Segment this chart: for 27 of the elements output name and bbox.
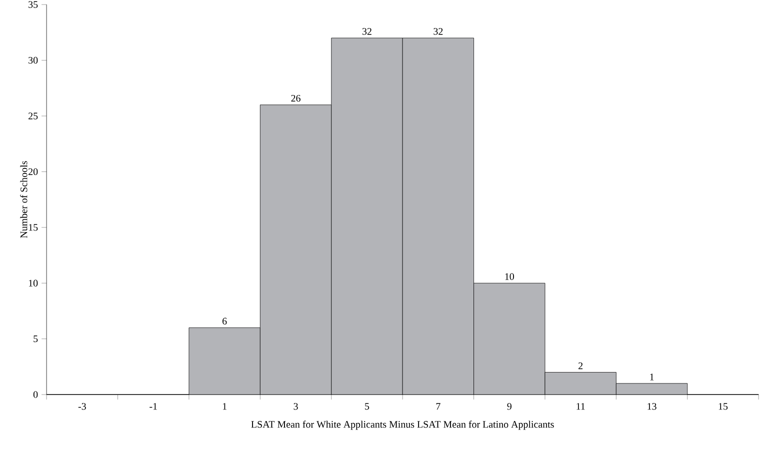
data-label: 6: [222, 318, 227, 324]
y-tick-label: 5: [34, 336, 38, 342]
x-tick-label: 5: [365, 403, 370, 410]
x-tick-label: 1: [222, 403, 226, 410]
y-tick-label: 20: [28, 168, 38, 176]
data-label: 2: [578, 362, 583, 370]
x-tick-label: -1: [150, 403, 157, 410]
y-tick-label: 0: [33, 391, 38, 398]
x-tick-label: 7: [436, 403, 440, 410]
y-tick-label: 25: [28, 112, 38, 120]
data-label: 32: [434, 28, 443, 35]
data-label: 10: [505, 273, 514, 280]
x-tick-label: 9: [507, 403, 512, 410]
x-tick-label: 11: [576, 403, 585, 410]
data-label: 32: [362, 28, 372, 35]
data-label: 1: [650, 374, 654, 380]
x-tick-label: 13: [648, 403, 656, 410]
x-tick-label: 3: [294, 403, 298, 410]
y-axis-title: Number of Schools: [20, 161, 28, 238]
y-tick-label: 35: [28, 1, 38, 8]
x-tick-label: 15: [718, 403, 728, 410]
x-axis-title: LSAT Mean for White Applicants Minus LSAT Mean for Latino Applicants: [251, 420, 554, 430]
y-tick-label: 15: [28, 224, 38, 231]
data-label: 26: [291, 94, 300, 102]
x-tick-label: -3: [78, 403, 86, 410]
y-tick-label: 10: [28, 280, 38, 286]
y-tick-label: 30: [28, 56, 38, 64]
